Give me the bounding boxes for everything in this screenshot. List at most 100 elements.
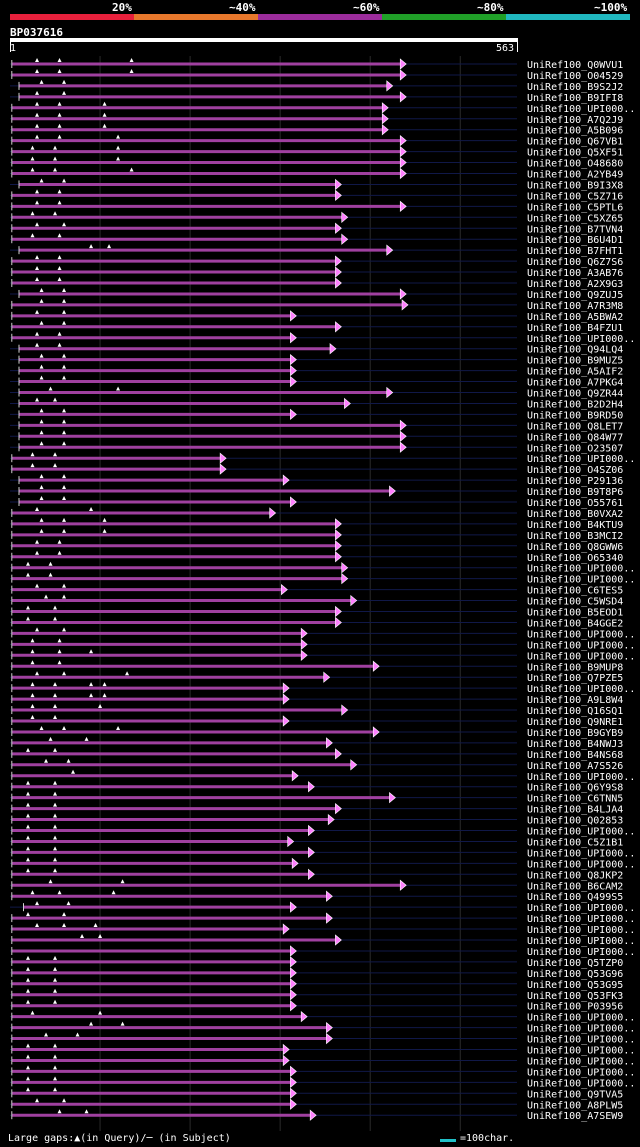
- legend-label-20: 20%: [112, 1, 132, 14]
- hit-label: UniRef100_P03956: [527, 1002, 623, 1013]
- hit-end-arrow: [399, 441, 407, 453]
- gap-marker: [26, 868, 31, 873]
- hit-label: UniRef100_A7SEW9: [527, 1111, 623, 1122]
- gap-marker: [80, 934, 85, 938]
- gap-marker: [53, 1043, 58, 1048]
- gap-marker: [26, 572, 31, 577]
- hit-label: UniRef100_O4SZ06: [527, 465, 623, 476]
- gap-marker: [53, 1054, 58, 1059]
- gap-marker: [57, 331, 62, 336]
- gap-marker: [26, 616, 31, 621]
- gap-marker: [62, 474, 67, 479]
- gap-marker: [62, 79, 67, 84]
- hit-label: UniRef100_UPI000..: [527, 827, 635, 838]
- gap-marker: [30, 452, 35, 457]
- hit-label: UniRef100_UPI000..: [527, 564, 635, 575]
- alignment-hits: UniRef100_Q0WVU1UniRef100_O04529UniRef10…: [10, 56, 635, 1131]
- gap-marker: [30, 233, 35, 238]
- hit-label: UniRef100_A5B096: [527, 126, 623, 137]
- hit-label: UniRef100_UPI000..: [527, 629, 635, 640]
- hit-label: UniRef100_A7PKG4: [527, 378, 623, 389]
- gap-marker: [35, 901, 40, 906]
- gap-marker: [30, 1010, 35, 1015]
- hit-end-arrow: [399, 167, 407, 180]
- hit-label: UniRef100_UPI000..: [527, 1013, 635, 1024]
- gap-marker: [53, 791, 58, 796]
- hit-label: UniRef100_C5XZ65: [527, 213, 623, 224]
- gap-marker: [62, 923, 67, 928]
- gap-marker: [35, 627, 40, 632]
- legend-label-60: ~60%: [353, 1, 380, 14]
- gap-marker: [57, 660, 62, 665]
- hit-end-arrow: [399, 200, 407, 212]
- gap-marker: [35, 68, 40, 73]
- hit-label: UniRef100_A7S526: [527, 761, 623, 772]
- hit-end-arrow: [389, 485, 396, 497]
- gap-marker: [26, 824, 31, 829]
- gap-marker: [62, 912, 67, 917]
- hit-end-arrow: [399, 288, 407, 300]
- hit-end-arrow: [335, 748, 342, 760]
- hit-end-arrow: [335, 277, 342, 289]
- gap-marker: [26, 802, 31, 807]
- gap-marker: [26, 846, 31, 851]
- hit-end-arrow: [290, 1076, 297, 1088]
- hit-label: UniRef100_Q0WVU1: [527, 60, 623, 71]
- gap-marker: [53, 999, 58, 1004]
- gap-marker: [35, 189, 40, 194]
- gap-marker: [30, 693, 35, 698]
- hit-end-arrow: [269, 507, 277, 519]
- hit-end-arrow: [327, 813, 335, 826]
- gap-marker: [71, 769, 76, 774]
- hit-label: UniRef100_Q7PZE5: [527, 673, 623, 684]
- gap-marker: [57, 101, 62, 106]
- hit-label: UniRef100_Q5TZP0: [527, 958, 623, 969]
- gap-marker: [98, 934, 103, 938]
- gap-marker: [89, 506, 94, 511]
- gap-marker: [53, 1065, 58, 1070]
- hit-label: UniRef100_Q9ZUJ5: [527, 290, 623, 301]
- gap-marker: [84, 736, 89, 741]
- gap-marker: [125, 671, 130, 676]
- gap-marker: [44, 758, 49, 763]
- gap-marker: [62, 441, 67, 446]
- query-axis: [10, 38, 518, 42]
- gap-marker: [48, 879, 53, 884]
- hit-end-arrow: [335, 616, 342, 629]
- gap-marker: [39, 178, 44, 183]
- hit-end-arrow: [341, 211, 349, 223]
- hit-label: UniRef100_C5Z716: [527, 191, 623, 202]
- hit-label: UniRef100_A5AIF2: [527, 367, 623, 378]
- axis-tick-start: [10, 42, 11, 52]
- hit-label: UniRef100_UPI000..: [527, 651, 635, 662]
- gap-marker: [57, 890, 62, 895]
- hit-label: UniRef100_UPI000..: [527, 454, 635, 465]
- hit-label: UniRef100_UPI000..: [527, 1056, 635, 1067]
- hit-end-arrow: [335, 518, 342, 530]
- gap-marker: [26, 747, 31, 752]
- gap-marker: [53, 835, 58, 840]
- hit-label: UniRef100_UPI000..: [527, 1067, 635, 1078]
- hit-label: UniRef100_UPI000..: [527, 914, 635, 925]
- hit-end-arrow: [386, 80, 394, 92]
- hit-end-arrow: [399, 430, 407, 442]
- gap-marker: [89, 1021, 94, 1026]
- gap-marker: [26, 977, 31, 982]
- gap-marker: [53, 452, 58, 457]
- gap-marker: [129, 68, 134, 73]
- hit-end-arrow: [291, 857, 299, 869]
- gap-marker: [62, 309, 67, 314]
- gap-marker: [26, 1043, 31, 1048]
- gap-marker: [57, 277, 62, 281]
- hit-label: UniRef100_UPI000..: [527, 848, 635, 859]
- gap-marker: [35, 309, 40, 314]
- hit-label: UniRef100_B0VXA2: [527, 509, 623, 520]
- gap-marker: [39, 353, 44, 358]
- hit-label: UniRef100_Q9ZR44: [527, 389, 623, 400]
- hit-end-arrow: [300, 638, 308, 650]
- gap-marker: [102, 517, 107, 522]
- hit-end-arrow: [290, 989, 297, 1001]
- hit-label: UniRef100_B4NWJ3: [527, 739, 623, 750]
- hit-label: UniRef100_O23507: [527, 443, 623, 454]
- hit-label: UniRef100_B9IFI8: [527, 93, 623, 104]
